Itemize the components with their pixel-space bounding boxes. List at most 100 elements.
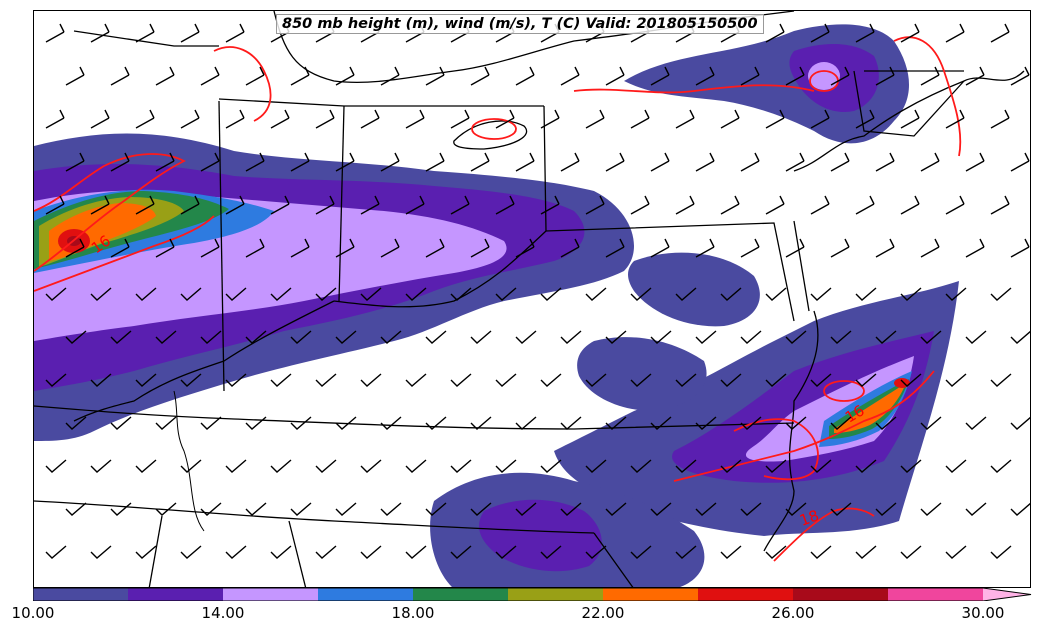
- wind-speed-shading: [34, 24, 959, 587]
- wind-barb: [90, 109, 110, 129]
- colorbar-segment: [508, 588, 604, 601]
- wind-barb: [630, 195, 650, 215]
- wind-barb: [335, 152, 355, 172]
- wind-barb: [405, 545, 427, 559]
- wind-barb: [360, 195, 380, 215]
- wind-barb: [855, 373, 877, 387]
- wind-barb: [765, 545, 787, 559]
- wind-barb: [270, 459, 292, 473]
- colorbar-segment: [318, 588, 414, 601]
- wind-barb: [470, 152, 490, 172]
- colorbar-segment: [413, 588, 509, 601]
- wind-barb: [470, 416, 492, 430]
- wind-barb: [495, 287, 517, 301]
- wind-barb: [965, 330, 987, 344]
- wind-barb: [540, 545, 562, 559]
- wind-barb: [450, 459, 472, 473]
- wind-barb: [470, 66, 490, 86]
- wind-barb: [155, 152, 175, 172]
- wind-barb: [335, 502, 357, 516]
- wind-barb: [585, 287, 607, 301]
- wind-barb: [405, 195, 425, 215]
- wind-barb: [605, 416, 627, 430]
- wind-barb: [45, 23, 65, 43]
- wind-barb: [90, 545, 112, 559]
- wind-barb: [450, 195, 470, 215]
- wind-barb: [180, 287, 202, 301]
- wind-barb: [855, 195, 875, 215]
- wind-barb: [360, 287, 382, 301]
- wind-barb: [630, 287, 652, 301]
- wind-barb: [45, 109, 65, 129]
- temperature-contour-line: [673, 370, 935, 482]
- wind-barb: [470, 330, 492, 344]
- wind-barb: [405, 459, 427, 473]
- wind-barb: [675, 109, 695, 129]
- wind-band-east-orange: [834, 383, 906, 433]
- wind-barb: [180, 195, 200, 215]
- river-line: [173, 390, 205, 532]
- wind-barb: [135, 287, 157, 301]
- wind-barb: [650, 152, 670, 172]
- colorbar-segment: [128, 588, 224, 601]
- wind-barb: [740, 66, 760, 86]
- wind-barb: [560, 330, 582, 344]
- wind-barb: [515, 152, 535, 172]
- wind-barb: [1010, 152, 1030, 172]
- wind-barb: [225, 373, 247, 387]
- wind-barb: [945, 459, 967, 473]
- wind-barb: [380, 416, 402, 430]
- wind-barb: [855, 287, 877, 301]
- wind-barb: [675, 287, 697, 301]
- wind-barb: [650, 238, 670, 258]
- wind-barb: [650, 416, 672, 430]
- wind-barb: [810, 195, 830, 215]
- wind-barb: [875, 66, 895, 86]
- wind-barb: [315, 195, 335, 215]
- wind-barb: [1010, 238, 1030, 258]
- map-panel: 16 16 18: [33, 10, 1031, 588]
- wind-barb: [335, 330, 357, 344]
- wind-barb: [495, 109, 515, 129]
- wind-barb: [810, 109, 830, 129]
- colorbar-tick-label: 26.00: [771, 604, 815, 622]
- wind-barb: [225, 459, 247, 473]
- wind-barb: [945, 109, 965, 129]
- wind-barb: [290, 330, 312, 344]
- wind-barb: [315, 459, 337, 473]
- wind-barb: [630, 545, 652, 559]
- wind-barb: [315, 545, 337, 559]
- wind-barb: [585, 459, 607, 473]
- country-boundary: [273, 11, 795, 83]
- wind-barb: [425, 238, 445, 258]
- colorbar-tick-label: 30.00: [961, 604, 1005, 622]
- wind-barb: [900, 23, 920, 43]
- wind-barb: [450, 287, 472, 301]
- wind-barb: [90, 459, 112, 473]
- temperature-contour-line: [573, 84, 815, 94]
- wind-barb: [270, 109, 290, 129]
- wind-barb: [785, 502, 807, 516]
- colorbar-tick-label: 18.00: [391, 604, 435, 622]
- wind-barb: [1010, 66, 1030, 86]
- wind-barb: [45, 195, 65, 215]
- wind-barb: [495, 459, 517, 473]
- state-boundary-line: [338, 105, 345, 302]
- wind-barb: [180, 373, 202, 387]
- colorbar-segment: [698, 588, 794, 601]
- wind-barb: [450, 545, 472, 559]
- wind-barb: [1010, 416, 1030, 430]
- wind-barb: [920, 66, 940, 86]
- wind-barb: [245, 502, 267, 516]
- wind-barb: [155, 66, 175, 86]
- wind-barb: [560, 152, 580, 172]
- wind-barb: [920, 152, 940, 172]
- wind-barb: [810, 545, 832, 559]
- wind-barb: [720, 459, 742, 473]
- wind-barb: [65, 66, 85, 86]
- wind-barb: [945, 23, 965, 43]
- wind-barb: [630, 459, 652, 473]
- wind-barb: [695, 152, 715, 172]
- wind-band-south-inner: [479, 499, 602, 572]
- wind-barb: [225, 23, 245, 43]
